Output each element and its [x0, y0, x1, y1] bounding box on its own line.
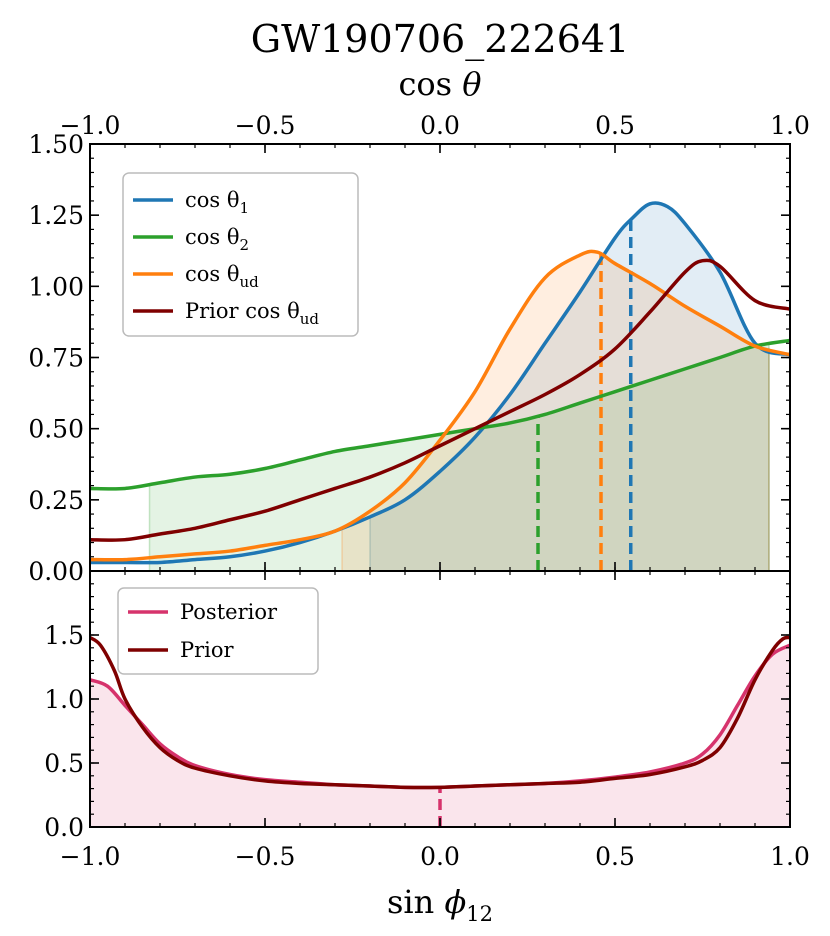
bottom-legend-label-1: Prior — [180, 638, 235, 662]
top-ytick-label-4: 1.00 — [28, 272, 84, 301]
top-axis-tick-label-4: 1.0 — [770, 111, 810, 140]
bottom-ytick-label-3: 1.5 — [44, 621, 84, 650]
bottom-series-line-1 — [88, 635, 791, 790]
top-ytick-label-5: 1.25 — [28, 201, 84, 230]
top-axis-tick-label-3: 0.5 — [595, 111, 635, 140]
bottom-ytick-label-2: 1.0 — [44, 685, 84, 714]
bottom-legend-box — [117, 587, 319, 675]
top-axis-tick-label-2: 0.0 — [420, 111, 460, 140]
top-series-line-1 — [89, 338, 791, 491]
bottom-ytick-label-1: 0.5 — [44, 749, 84, 778]
bottom-ytick-label-0: 0.0 — [44, 813, 84, 842]
bottom-axis-tick-label-0: −1.0 — [60, 842, 121, 871]
bottom-axis-tick-label-4: 1.0 — [770, 842, 810, 871]
bottom-legend-label-0: Posterior — [180, 600, 278, 624]
top-legend-label-3: Prior cos θud — [185, 299, 319, 328]
top-legend-label-1: cos θ2 — [185, 225, 249, 254]
top-ytick-label-2: 0.50 — [28, 415, 84, 444]
panel-top: 0.00 0.25 0.50 0.75 1.00 1.25 1.50−1.0 −0.5 0.0 0… — [28, 65, 810, 586]
top-axis-tick-label-1: −0.5 — [235, 111, 296, 140]
top-legend-box — [122, 172, 359, 337]
bottom-axis-label: sin ϕ12 — [387, 883, 493, 926]
top-ytick-label-3: 0.75 — [28, 344, 84, 373]
top-axis-tick-label-0: −1.0 — [60, 111, 121, 140]
chart-title: GW190706_222641 — [251, 17, 630, 62]
top-ytick-label-0: 0.00 — [28, 557, 84, 586]
bottom-axis-tick-label-2: 0.0 — [420, 842, 460, 871]
top-series-line-0 — [89, 201, 791, 565]
bottom-axis-tick-label-1: −0.5 — [235, 842, 296, 871]
top-fill-1 — [149, 343, 769, 571]
panel-bottom: 0.0 0.5 1.0 1.5 −1.0 −0.5 0.0 0.5 1.0 sin ϕ12 Post… — [44, 570, 810, 926]
top-series-line-3 — [89, 258, 791, 542]
top-ytick-label-1: 0.25 — [28, 486, 84, 515]
top-legend-label-2: cos θud — [185, 262, 259, 291]
top-axis-label: cos θ — [398, 65, 481, 103]
bottom-axis-tick-label-3: 0.5 — [595, 842, 635, 871]
top-ytick-label-6: 1.50 — [28, 130, 84, 159]
top-legend-label-0: cos θ1 — [185, 188, 249, 217]
